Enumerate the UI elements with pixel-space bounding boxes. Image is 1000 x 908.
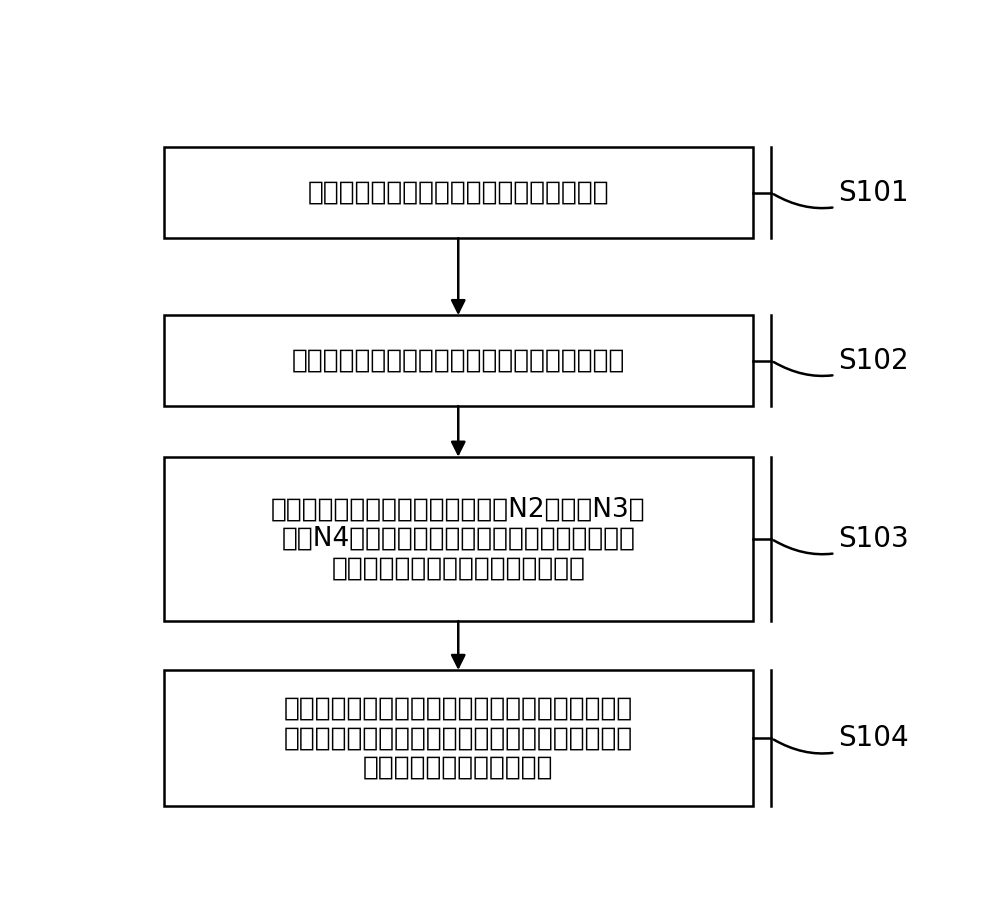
- Text: 段或N4阶段的情况下，根据所述实时脑电信号判: 段或N4阶段的情况下，根据所述实时脑电信号判: [281, 526, 635, 552]
- Text: S102: S102: [774, 347, 909, 376]
- Bar: [164, 457, 753, 621]
- Text: 断所述用户当前的睡眠质量是否良好: 断所述用户当前的睡眠质量是否良好: [331, 556, 585, 581]
- Text: 控制输出电极输出与用户当前所处的睡眠阶段和睡: 控制输出电极输出与用户当前所处的睡眠阶段和睡: [284, 725, 633, 751]
- Text: 获取输入电极采集到的用户的实时脑电信号: 获取输入电极采集到的用户的实时脑电信号: [307, 180, 609, 206]
- Text: S103: S103: [774, 525, 909, 554]
- Bar: [164, 670, 753, 806]
- Text: S101: S101: [774, 179, 909, 208]
- Text: 根据实时脑电信号确定用户当前所处的睡眠阶段: 根据实时脑电信号确定用户当前所处的睡眠阶段: [292, 348, 625, 374]
- Bar: [164, 147, 753, 238]
- Text: 在确定用户当前所处的睡眠阶段为N2阶段、N3阶: 在确定用户当前所处的睡眠阶段为N2阶段、N3阶: [271, 497, 646, 523]
- Text: 眠周期相匹配的电刺激信号: 眠周期相匹配的电刺激信号: [363, 755, 554, 781]
- Bar: [164, 315, 753, 406]
- Text: S104: S104: [774, 725, 909, 754]
- Text: 在确定所述用户当前的睡眠质量为不良的情况下，: 在确定所述用户当前的睡眠质量为不良的情况下，: [284, 696, 633, 722]
